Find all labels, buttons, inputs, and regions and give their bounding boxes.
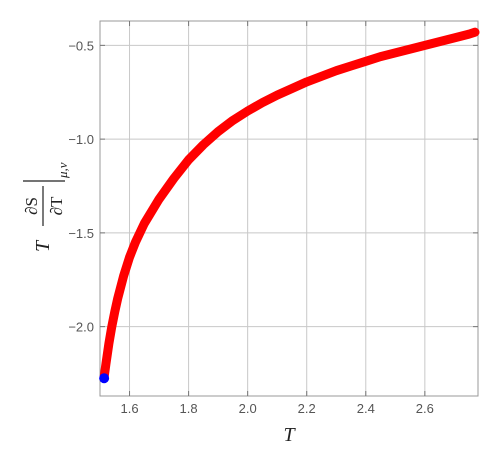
plot-frame [99,20,479,397]
y-axis-title: T ∂S ∂T μ,ν [22,162,70,252]
y-axis-title-numerator: ∂S [22,197,41,215]
x-tick-label: 1.8 [180,401,198,416]
x-axis-title-group: T [283,424,296,446]
start-point-marker [99,373,110,384]
x-tick-label: 2.2 [298,401,316,416]
x-tick-label: 2.6 [416,401,434,416]
x-axis-title: T [283,424,296,446]
x-tick-label: 1.6 [120,401,138,416]
y-tick-label: −1.5 [68,226,94,241]
x-tick-label: 2.4 [357,401,375,416]
y-axis-title-prefix: T [32,239,54,252]
y-axis-title-denominator: ∂T [47,196,66,215]
y-tick-label: −2.0 [68,320,94,335]
series [99,27,480,384]
y-axis-title-subscript: μ,ν [55,162,70,179]
y-tick-label: −1.0 [68,132,94,147]
series-line [99,27,480,382]
ticks: 1.6 1.8 2.0 2.2 2.4 2.6 −0.5 −1.0 −1.5 −2.0 [68,21,478,416]
x-tick-label: 2.0 [239,401,257,416]
y-tick-label: −0.5 [68,38,94,53]
